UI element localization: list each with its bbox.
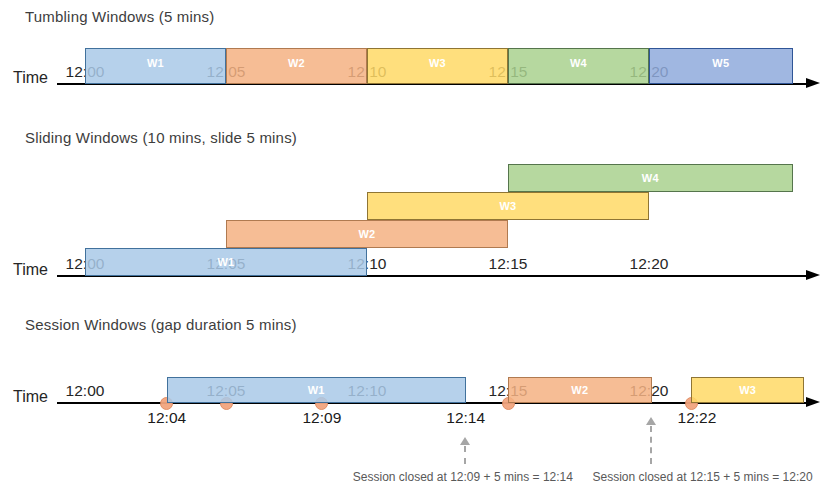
- window-label: W4: [570, 57, 587, 69]
- windowing-strategies-diagram: Tumbling Windows (5 mins)Time12:0012:051…: [0, 0, 829, 498]
- window-box-w3: W3: [691, 377, 804, 403]
- time-axis-label: Time: [13, 69, 48, 87]
- window-label: W2: [358, 228, 375, 240]
- window-label: W3: [739, 384, 756, 396]
- tick-label-12-15: 12:15: [476, 255, 540, 273]
- annotation-text: Session closed at 12:09 + 5 mins = 12:14: [331, 470, 595, 484]
- window-box-w2: W2: [226, 48, 367, 84]
- section-title: Tumbling Windows (5 mins): [25, 8, 215, 25]
- session-close-arrow-icon: [646, 417, 656, 425]
- annotation-text: Session closed at 12:15 + 5 mins = 12:20: [571, 470, 829, 484]
- window-box-w3: W3: [367, 192, 649, 220]
- window-box-w2: W2: [226, 220, 508, 248]
- time-axis-label: Time: [13, 388, 48, 406]
- window-box-w2: W2: [508, 377, 652, 403]
- time-axis-label: Time: [13, 261, 48, 279]
- event-time-label: 12:04: [135, 409, 199, 427]
- event-time-label: 12:22: [665, 409, 729, 427]
- window-box-w1: W1: [85, 248, 367, 276]
- session-close-arrow-line: [650, 426, 652, 464]
- window-box-w1: W1: [85, 48, 226, 84]
- window-label: W2: [288, 57, 305, 69]
- axis-arrowhead-icon: [806, 78, 820, 88]
- session-close-arrow-line: [464, 446, 466, 464]
- window-label: W4: [642, 172, 659, 184]
- section-title: Sliding Windows (10 mins, slide 5 mins): [25, 129, 297, 146]
- event-time-label: 12:14: [434, 409, 498, 427]
- window-label: W3: [429, 57, 446, 69]
- window-box-w3: W3: [367, 48, 508, 84]
- event-time-label: 12:09: [290, 409, 354, 427]
- axis-arrowhead-icon: [806, 397, 820, 407]
- axis-arrowhead-icon: [806, 270, 820, 280]
- window-label: W5: [712, 57, 729, 69]
- window-label: W1: [217, 256, 234, 268]
- section-title: Session Windows (gap duration 5 mins): [25, 316, 297, 333]
- window-label: W2: [571, 384, 588, 396]
- window-box-w5: W5: [649, 48, 793, 84]
- session-close-arrow-icon: [460, 437, 470, 445]
- window-label: W3: [499, 200, 516, 212]
- window-box-w4: W4: [508, 164, 793, 192]
- window-box-w4: W4: [508, 48, 649, 84]
- window-label: W1: [147, 57, 164, 69]
- window-box-w1: W1: [167, 377, 466, 403]
- window-label: W1: [308, 384, 325, 396]
- tick-label-12-20: 12:20: [617, 255, 681, 273]
- tick-label-12-00: 12:00: [53, 382, 117, 400]
